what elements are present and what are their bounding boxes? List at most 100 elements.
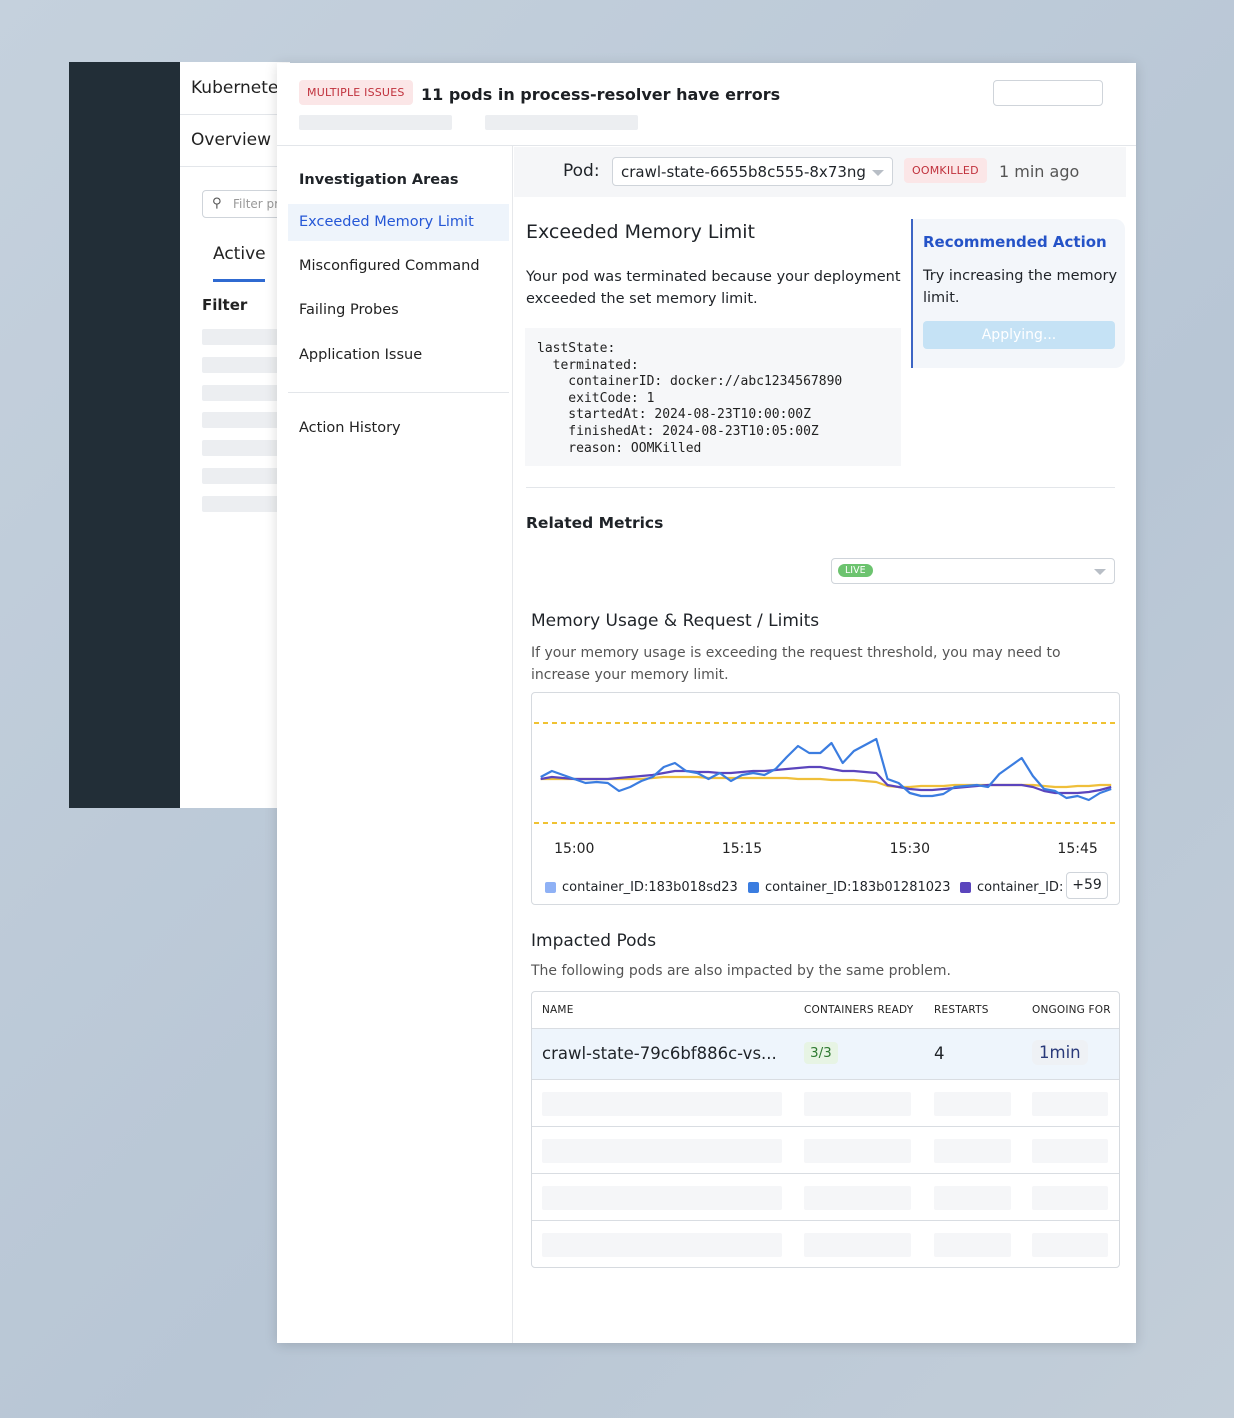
skeleton-cell — [804, 1186, 911, 1210]
divider — [532, 1173, 1119, 1174]
chevron-down-icon — [1094, 569, 1106, 575]
app-title: Kubernete — [191, 78, 279, 98]
skeleton-cell — [542, 1233, 782, 1257]
legend-swatch — [748, 882, 759, 893]
skeleton-cell — [542, 1186, 782, 1210]
divider — [277, 145, 1136, 146]
x-tick-label: 15:15 — [722, 841, 762, 857]
tab-active[interactable]: Active — [213, 244, 266, 264]
skeleton-cell — [804, 1233, 911, 1257]
skeleton-cell — [934, 1186, 1011, 1210]
last-state-code: lastState: terminated: containerID: dock… — [525, 328, 901, 466]
skeleton-cell — [804, 1139, 911, 1163]
issue-description: Your pod was terminated because your dep… — [526, 269, 901, 307]
nav-application-issue[interactable]: Application Issue — [299, 347, 423, 363]
skeleton-cell — [1032, 1092, 1108, 1116]
skeleton — [202, 496, 290, 512]
investigation-heading: Investigation Areas — [299, 172, 459, 188]
x-tick-label: 15:45 — [1057, 841, 1097, 857]
skeleton-cell — [1032, 1186, 1108, 1210]
header-action-button[interactable] — [993, 80, 1103, 106]
skeleton — [202, 385, 290, 401]
restarts-count: 4 — [934, 1044, 945, 1063]
more-legend-button[interactable]: +59 — [1066, 872, 1108, 899]
pod-name[interactable]: crawl-state-79c6bf886c-vs... — [542, 1044, 777, 1063]
nav-misconfigured-command[interactable]: Misconfigured Command — [299, 258, 480, 274]
skeleton — [202, 329, 290, 345]
pod-label: Pod: — [563, 161, 600, 181]
skeleton — [202, 468, 290, 484]
nav-action-history[interactable]: Action History — [299, 420, 401, 436]
legend-item[interactable]: container_ID:183b01281023 — [748, 880, 951, 895]
table-row[interactable]: crawl-state-79c6bf886c-vs... 3/3 4 1min — [532, 1029, 1119, 1079]
legend-swatch — [960, 882, 971, 893]
skeleton-cell — [804, 1092, 911, 1116]
pod-select[interactable]: crawl-state-6655b8c555-8x73ng — [612, 157, 893, 186]
divider — [532, 1028, 1119, 1029]
skeleton-cell — [934, 1233, 1011, 1257]
divider — [526, 487, 1115, 488]
containers-ready-badge: 3/3 — [804, 1042, 838, 1064]
impacted-description: The following pods are also impacted by … — [531, 963, 951, 979]
chart-title: Memory Usage & Request / Limits — [531, 611, 820, 631]
pod-select-value: crawl-state-6655b8c555-8x73ng — [621, 163, 866, 181]
x-tick-label: 15:00 — [554, 841, 594, 857]
skeleton-cell — [542, 1139, 782, 1163]
metrics-range-select[interactable]: LIVE — [831, 558, 1115, 584]
issue-modal: MULTIPLE ISSUES 11 pods in process-resol… — [277, 63, 1136, 1343]
related-metrics-heading: Related Metrics — [526, 514, 664, 532]
chevron-down-icon — [872, 170, 884, 176]
skeleton-cell — [934, 1092, 1011, 1116]
ongoing-badge: 1min — [1032, 1040, 1088, 1065]
filter-label: Filter — [202, 296, 248, 314]
live-badge: LIVE — [838, 564, 873, 577]
memory-chart-plot: 15:00 15:15 15:30 15:45 — [534, 722, 1119, 857]
legend-item[interactable]: container_ID:183b018sd23 — [545, 880, 738, 895]
legend-label: container_ID:183b01281023 — [765, 880, 951, 895]
legend-label: container_ID:183b018sd23 — [562, 880, 738, 895]
series-line — [540, 737, 1112, 802]
divider — [180, 114, 290, 115]
recommended-title: Recommended Action — [923, 233, 1107, 251]
skeleton — [202, 357, 290, 373]
filter-input[interactable]: ⚲ Filter pr — [202, 190, 290, 218]
column-header-containers-ready: CONTAINERS READY — [804, 1004, 914, 1016]
recommended-text: Try increasing the memory limit. — [923, 268, 1118, 306]
filter-placeholder: Filter pr — [233, 197, 280, 211]
divider — [532, 1079, 1119, 1080]
legend-item[interactable]: container_ID: — [960, 880, 1064, 895]
pod-bar: Pod: crawl-state-6655b8c555-8x73ng OOMKI… — [514, 147, 1126, 197]
background-panel: Kubernete Overview ⚲ Filter pr Active Fi… — [180, 62, 290, 808]
column-header-ongoing-for: ONGOING FOR — [1032, 1004, 1111, 1016]
skeleton — [202, 412, 290, 428]
recommended-action-card: Recommended Action Try increasing the me… — [911, 219, 1125, 368]
issue-title: Exceeded Memory Limit — [526, 221, 756, 243]
pod-time: 1 min ago — [999, 162, 1080, 181]
memory-chart: 15:00 15:15 15:30 15:45 container_ID:183b01… — [531, 692, 1120, 905]
applying-button[interactable]: Applying... — [923, 321, 1115, 349]
legend-swatch — [545, 882, 556, 893]
skeleton — [299, 115, 452, 130]
divider — [532, 1126, 1119, 1127]
skeleton-cell — [542, 1092, 782, 1116]
page-title: 11 pods in process-resolver have errors — [421, 85, 781, 104]
column-header-name: NAME — [542, 1004, 574, 1016]
skeleton-cell — [934, 1139, 1011, 1163]
impacted-pods-table: NAME CONTAINERS READY RESTARTS ONGOING F… — [531, 991, 1120, 1268]
skeleton-cell — [1032, 1139, 1108, 1163]
app-sidebar — [69, 62, 180, 808]
search-icon: ⚲ — [212, 196, 222, 211]
oomkilled-badge: OOMKILLED — [904, 158, 987, 183]
investigation-nav: Investigation Areas Exceeded Memory Limi… — [277, 146, 513, 1343]
nav-exceeded-memory-limit[interactable]: Exceeded Memory Limit — [288, 204, 509, 241]
divider — [532, 1220, 1119, 1221]
nav-overview[interactable]: Overview — [191, 130, 272, 150]
series-line — [540, 765, 1112, 795]
impacted-heading: Impacted Pods — [531, 931, 657, 951]
skeleton-cell — [1032, 1233, 1108, 1257]
legend-label: container_ID: — [977, 880, 1064, 895]
x-tick-label: 15:30 — [890, 841, 930, 857]
skeleton — [485, 115, 638, 130]
nav-failing-probes[interactable]: Failing Probes — [299, 302, 399, 318]
multiple-issues-badge: MULTIPLE ISSUES — [299, 80, 413, 105]
